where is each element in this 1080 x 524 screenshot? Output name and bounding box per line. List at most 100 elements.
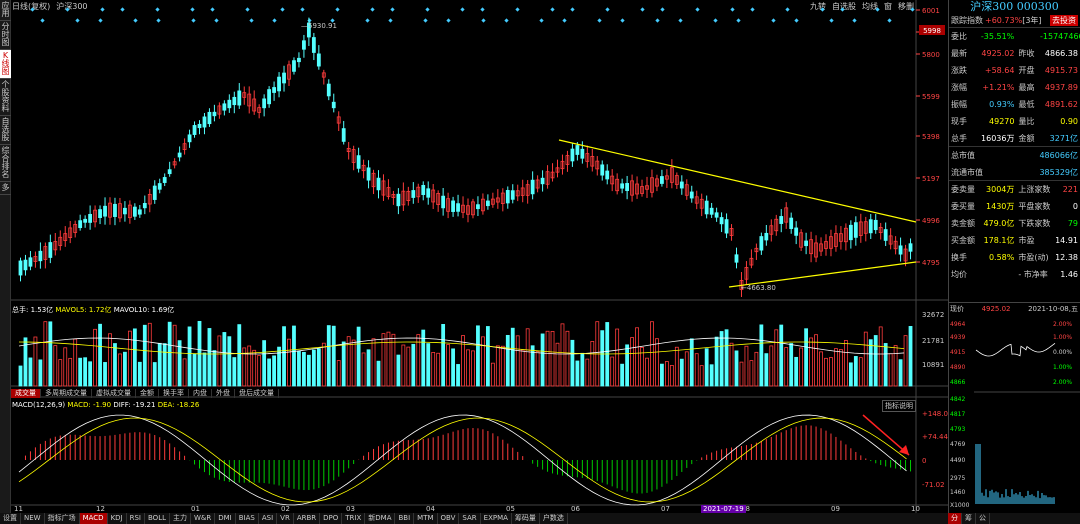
kline-chart[interactable]: 600159985800559953985197499647955998—593… [11, 0, 948, 513]
indicator-tab-15[interactable]: TRIX [342, 513, 366, 524]
volume-bar [436, 352, 441, 387]
volume-bar [550, 331, 555, 387]
candle [535, 179, 540, 189]
volume-bar [664, 361, 669, 387]
candle [406, 190, 411, 202]
invest-button[interactable]: 去投资 [1050, 15, 1078, 26]
volume-bar [167, 321, 172, 387]
volume-bar [272, 355, 276, 387]
indicator-tab-22[interactable]: 筹码量 [512, 513, 540, 524]
candle [192, 125, 197, 135]
indicator-tab-21[interactable]: EXPMA [481, 513, 512, 524]
left-tab-1[interactable]: 分时图 [0, 21, 11, 50]
toolbar-item-2[interactable]: 均线 [862, 2, 878, 11]
left-tab-0[interactable]: 应用 [0, 0, 11, 21]
vol-axis-label: 32672 [922, 311, 944, 319]
indicator-tab-20[interactable]: SAR [459, 513, 481, 524]
mini-tab-2[interactable]: 公 [976, 513, 990, 524]
left-tab-5[interactable]: 综合排名 [0, 145, 11, 182]
candle [779, 216, 784, 224]
vol-tab-0[interactable]: 成交量 [11, 389, 41, 398]
macd-axis-label: 0 [922, 457, 926, 465]
quote-label-2: 上涨家数 [1018, 185, 1051, 194]
indicator-tab-3[interactable]: MACD [79, 513, 108, 524]
candle [242, 92, 247, 98]
indicator-tab-2[interactable]: 指标广场 [45, 513, 80, 524]
left-tab-4[interactable]: 自选股 [0, 116, 11, 145]
left-tab-6[interactable]: 多 [0, 182, 11, 195]
candle [58, 236, 63, 246]
volume-bar [843, 340, 848, 387]
candle [421, 185, 426, 195]
x-axis-label: 04 [426, 505, 435, 513]
mini-tab-1[interactable]: 筹 [962, 513, 976, 524]
indicator-tab-12[interactable]: VR [277, 513, 294, 524]
toolbar-item-4[interactable]: 移删 [898, 2, 914, 11]
indicator-tab-11[interactable]: ASI [259, 513, 278, 524]
indicator-tab-19[interactable]: OBV [438, 513, 460, 524]
toolbar-item-1[interactable]: 自选股 [832, 2, 856, 11]
event-marker [750, 7, 755, 12]
indicator-tab-4[interactable]: KDJ [108, 513, 127, 524]
volume-bar [794, 356, 799, 387]
indicator-tab-10[interactable]: BIAS [236, 513, 259, 524]
candle [391, 194, 396, 198]
indicator-tab-1[interactable]: NEW [21, 513, 45, 524]
vol-tab-2[interactable]: 虚拟成交量 [92, 389, 136, 398]
event-marker [695, 7, 700, 12]
candle [784, 207, 789, 223]
volume-bar [640, 347, 644, 387]
indicator-tab-17[interactable]: BBI [395, 513, 415, 524]
mini-tab-0[interactable]: 分 [948, 513, 962, 524]
volume-bar [709, 364, 714, 387]
period-label[interactable]: 日线(复权) [12, 2, 51, 11]
indicator-tab-5[interactable]: RSI [127, 513, 145, 524]
candle [794, 227, 799, 236]
indicator-tab-14[interactable]: DPO [320, 513, 343, 524]
indicator-tab-18[interactable]: MTM [414, 513, 438, 524]
volume-bar [88, 361, 93, 387]
candle [152, 185, 157, 200]
indicator-tab-23[interactable]: 户数选 [540, 513, 568, 524]
volume-bar [893, 345, 898, 387]
candle [908, 243, 913, 252]
vol-tab-4[interactable]: 换手率 [159, 389, 189, 398]
indicator-tab-0[interactable]: 设置 [0, 513, 21, 524]
vol-tab-3[interactable]: 金额 [136, 389, 159, 398]
mini-axis-right: 2.00% [1053, 379, 1072, 386]
intraday-mini-chart[interactable]: 4964 4939 4915 4890 4866 4842 4817 4793 4769 4490… [948, 314, 1080, 513]
vol-tab-6[interactable]: 外盘 [212, 389, 235, 398]
candle [734, 254, 739, 263]
volume-bar [386, 331, 391, 387]
vol-tab-1[interactable]: 多周期成交量 [41, 389, 92, 398]
vol-tab-5[interactable]: 内盘 [189, 389, 212, 398]
toolbar-item-0[interactable]: 九转 [810, 2, 826, 11]
volume-bar [694, 353, 699, 387]
indicator-tab-16[interactable]: 新DMA [365, 513, 396, 524]
indicator-tab-6[interactable]: BOLL [145, 513, 170, 524]
left-tab-3[interactable]: 个股资料 [0, 79, 11, 116]
mini-axis-left: 4939 [950, 334, 965, 341]
volume-bar [18, 365, 23, 387]
indicator-tab-9[interactable]: DMI [215, 513, 236, 524]
vol-tab-7[interactable]: 盘后成交量 [235, 389, 279, 398]
quote-rows: 委比 -35.51% -15747466 最新 4925.02 昨收 4866.38 涨跌 +5… [949, 28, 1080, 283]
toolbar-item-3[interactable]: 窗 [884, 2, 892, 11]
chart-header: 日线(复权) 沪深300 [12, 1, 88, 11]
macd-info: MACD(12,26,9) MACD: -1.90 DIFF: -19.21 D… [12, 401, 199, 409]
volume-bar [441, 324, 446, 387]
candle [824, 241, 828, 249]
volume-bar [396, 354, 401, 387]
mini-date: 2021-10-08,五 [1028, 304, 1078, 313]
indicator-tab-8[interactable]: W&R [191, 513, 216, 524]
volume-bar [416, 334, 421, 387]
indicator-tab-13[interactable]: ARBR [294, 513, 321, 524]
indicator-help-button[interactable]: 指标说明 [882, 400, 916, 412]
candle [33, 256, 38, 262]
candle [451, 200, 455, 212]
event-marker [65, 7, 70, 12]
left-tab-2[interactable]: K线图 [0, 50, 11, 79]
indicator-tab-7[interactable]: 主力 [170, 513, 191, 524]
mini-label: 现价 [950, 304, 964, 313]
event-marker [280, 7, 285, 12]
